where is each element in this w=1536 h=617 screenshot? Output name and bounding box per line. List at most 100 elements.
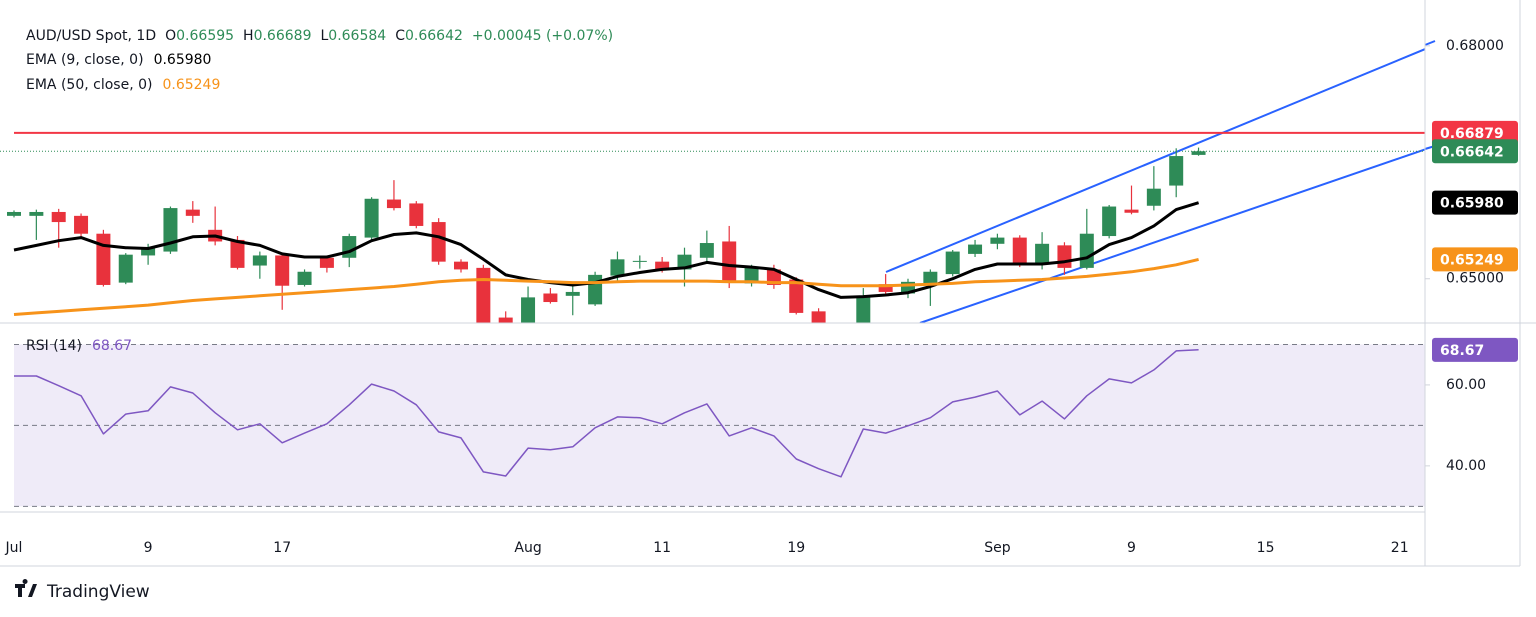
y-tick-label: 40.00 — [1446, 458, 1486, 474]
channel-upper-end — [1424, 40, 1436, 46]
ema-tag-bg — [1432, 190, 1518, 215]
level-tag: 0.66879 — [1440, 126, 1504, 142]
candle-body — [118, 254, 133, 283]
legend-item: RSI (14) 68.67 — [26, 338, 132, 354]
x-tick-label: Jul — [5, 540, 23, 556]
candle-body — [498, 317, 513, 323]
x-tick-label: 21 — [1391, 540, 1409, 556]
legend: AUD/USD Spot, 1D O0.66595 H0.66689 L0.66584… — [26, 28, 613, 354]
logo-icon — [15, 579, 37, 597]
candle-body — [1079, 233, 1094, 268]
logo: TradingView — [15, 579, 150, 602]
candle-body — [1102, 206, 1117, 237]
x-tick-label: Aug — [514, 540, 541, 556]
level-tag-bg — [1432, 120, 1518, 145]
ohlc-letter: L — [320, 28, 328, 44]
candle-body — [1169, 156, 1184, 186]
ema-tag-bg — [1432, 247, 1518, 272]
ohlc-value: 0.66584 — [328, 28, 386, 44]
candle-body — [632, 260, 647, 262]
candle-body — [588, 274, 603, 305]
rsi-line — [14, 349, 1199, 478]
candle-body — [275, 255, 290, 286]
ohlc-letter: C — [395, 28, 405, 44]
ema-tag: 0.65249 — [1440, 252, 1504, 268]
candle-body — [185, 209, 200, 216]
ohlc-value: 0.66595 — [176, 28, 234, 44]
candle-body — [610, 259, 625, 276]
legend-name: EMA (50, close, 0) — [26, 77, 152, 93]
candle-body — [543, 293, 558, 303]
legend-name: RSI (14) — [26, 338, 82, 354]
candle-body — [476, 267, 491, 323]
legend-name: EMA (9, close, 0) — [26, 52, 144, 68]
x-tick-label: 11 — [653, 540, 671, 556]
candle-body — [923, 271, 938, 284]
candle-body — [230, 239, 245, 268]
candle-body — [74, 215, 89, 234]
price-tags: 0.66879 0.66642 0.65980 0.65249 68.67 — [1432, 120, 1518, 362]
candle-body — [51, 211, 66, 223]
candle-body — [722, 241, 737, 283]
channel-lower — [919, 148, 1425, 323]
rsi-tag-bg — [1432, 337, 1518, 362]
candle-body — [409, 203, 424, 226]
candle-body — [856, 295, 871, 323]
frame — [0, 0, 1536, 567]
candle-body — [1124, 209, 1139, 213]
candle-body — [29, 211, 44, 216]
candle-body — [7, 211, 21, 216]
legend-header: AUD/USD Spot, 1D O0.66595 H0.66689 L0.66584… — [26, 28, 613, 44]
ema-tag: 0.65980 — [1440, 196, 1504, 212]
axes: 0.68000 0.65000 Jul 9 17 Aug 11 19 Sep 9 15 21 60.00… — [5, 38, 1504, 556]
candle-body — [364, 198, 379, 238]
candle-body — [699, 243, 714, 258]
candle-body — [945, 251, 960, 275]
change: +0.00045 (+0.07%) — [472, 28, 613, 44]
x-tick-label: 15 — [1257, 540, 1275, 556]
x-tick-label: 9 — [1127, 540, 1136, 556]
candle-body — [319, 257, 334, 268]
candle-body — [431, 222, 446, 262]
candle-body — [386, 199, 401, 209]
candle-body — [565, 291, 580, 296]
candle-body — [1012, 237, 1027, 264]
legend-item: EMA (9, close, 0) 0.65980 — [26, 52, 211, 68]
candle-body — [454, 261, 468, 270]
ohlc-letter: O — [165, 28, 176, 44]
x-tick-label: 19 — [787, 540, 805, 556]
legend-value: 68.67 — [92, 338, 132, 354]
candle-body — [811, 311, 826, 323]
rsi-pane — [14, 343, 1425, 507]
ohlc-value: 0.66689 — [254, 28, 312, 44]
ema-line — [13, 201, 1200, 299]
candle-body — [141, 247, 156, 256]
candle-body — [1146, 188, 1161, 206]
y-tick-label: 0.68000 — [1446, 38, 1504, 54]
candle-body — [1191, 151, 1206, 155]
symbol: AUD/USD Spot, 1D — [26, 28, 156, 44]
last-price-tag: 0.66642 — [1440, 144, 1504, 160]
x-tick-label: Sep — [984, 540, 1011, 556]
candle-body — [968, 244, 983, 254]
candle-body — [878, 284, 893, 292]
candle-body — [1035, 243, 1050, 264]
candle-body — [990, 237, 1005, 244]
price-pane — [0, 48, 1425, 323]
legend-item: EMA (50, close, 0) 0.65249 — [26, 77, 220, 93]
candle-body — [744, 267, 759, 284]
x-tick-label: 9 — [144, 540, 153, 556]
ohlc-letter: H — [243, 28, 254, 44]
legend-value: 0.65249 — [162, 77, 220, 93]
candle-body — [655, 261, 670, 270]
channel-upper — [885, 48, 1425, 273]
candle-body — [1057, 245, 1072, 268]
y-tick-label: 60.00 — [1446, 377, 1486, 393]
y-tick-label: 0.65000 — [1446, 271, 1504, 287]
candle-body — [96, 233, 111, 285]
candle-body — [342, 236, 357, 258]
candle-body — [252, 255, 267, 266]
rsi-tag: 68.67 — [1440, 343, 1484, 359]
